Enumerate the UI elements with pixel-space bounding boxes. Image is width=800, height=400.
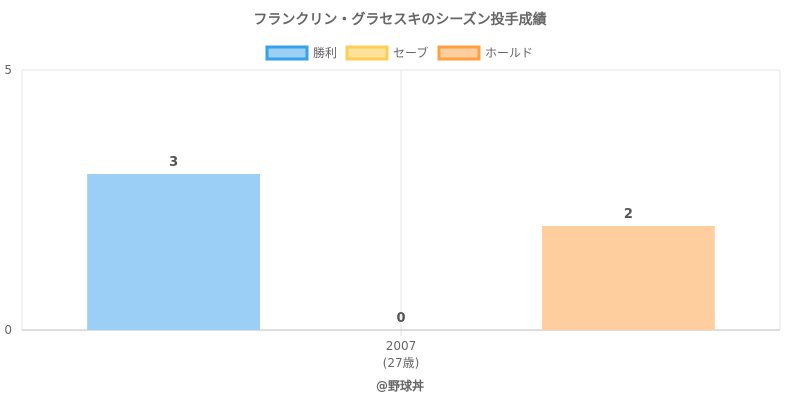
bar-value-label: 0 bbox=[396, 311, 405, 326]
bar-value-label: 2 bbox=[624, 207, 633, 222]
legend-label: セーブ bbox=[393, 45, 428, 60]
bar-0-0[interactable] bbox=[87, 174, 261, 330]
y-tick-label: 5 bbox=[4, 63, 12, 77]
chart-title: フランクリン・グラセスキのシーズン投手成績 bbox=[253, 11, 546, 28]
legend-swatch bbox=[437, 45, 481, 61]
legend-item-0[interactable]: 勝利 bbox=[265, 45, 337, 61]
legend-item-2[interactable]: ホールド bbox=[437, 45, 533, 61]
legend-label: 勝利 bbox=[313, 45, 337, 60]
y-tick-label: 0 bbox=[4, 323, 12, 337]
x-tick-sublabel: (27歳) bbox=[383, 356, 420, 370]
x-tick-label: 2007 bbox=[386, 339, 417, 353]
y-axis-ticks: 05 bbox=[4, 63, 12, 337]
legend-label: ホールド bbox=[485, 46, 533, 60]
legend-swatch bbox=[265, 45, 309, 61]
legend-swatch bbox=[345, 45, 389, 61]
x-axis-ticks: 2007 (27歳) bbox=[383, 339, 420, 370]
chart-legend: 勝利 セーブ ホールド bbox=[265, 45, 533, 61]
bar-2-0[interactable] bbox=[541, 226, 715, 330]
bar-data-labels: 3 0 2 bbox=[169, 155, 633, 326]
bar-value-label: 3 bbox=[169, 155, 178, 170]
chart-bars bbox=[87, 174, 715, 330]
legend-item-1[interactable]: セーブ bbox=[345, 45, 428, 61]
credit-text: @野球丼 bbox=[376, 378, 424, 393]
